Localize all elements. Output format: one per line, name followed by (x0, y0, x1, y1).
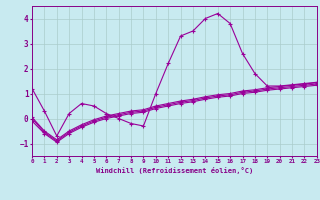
X-axis label: Windchill (Refroidissement éolien,°C): Windchill (Refroidissement éolien,°C) (96, 167, 253, 174)
